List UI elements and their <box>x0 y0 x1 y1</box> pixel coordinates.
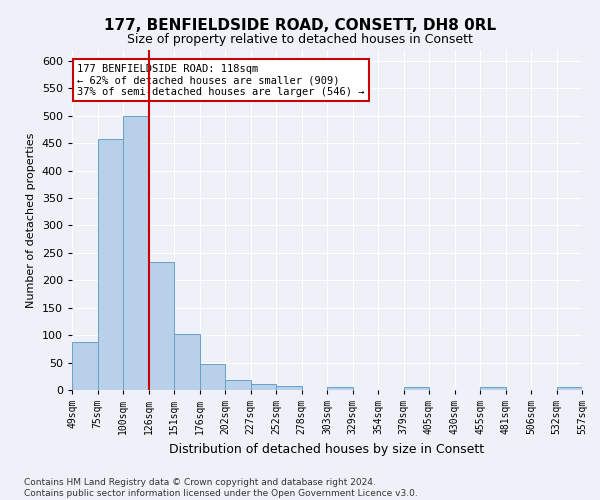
Bar <box>72 342 97 390</box>
Text: 177 BENFIELDSIDE ROAD: 118sqm
← 62% of detached houses are smaller (909)
37% of : 177 BENFIELDSIDE ROAD: 118sqm ← 62% of d… <box>77 64 365 97</box>
Bar <box>276 386 302 390</box>
Bar <box>480 388 505 390</box>
Text: Size of property relative to detached houses in Consett: Size of property relative to detached ho… <box>127 32 473 46</box>
Bar <box>251 384 276 390</box>
Bar <box>327 388 353 390</box>
Bar <box>199 364 225 390</box>
Bar <box>557 388 582 390</box>
Text: Contains HM Land Registry data © Crown copyright and database right 2024.
Contai: Contains HM Land Registry data © Crown c… <box>24 478 418 498</box>
X-axis label: Distribution of detached houses by size in Consett: Distribution of detached houses by size … <box>169 442 485 456</box>
Bar <box>123 116 149 390</box>
Y-axis label: Number of detached properties: Number of detached properties <box>26 132 36 308</box>
Bar <box>225 380 251 390</box>
Bar <box>97 139 123 390</box>
Bar <box>149 262 174 390</box>
Text: 177, BENFIELDSIDE ROAD, CONSETT, DH8 0RL: 177, BENFIELDSIDE ROAD, CONSETT, DH8 0RL <box>104 18 496 32</box>
Bar <box>174 334 199 390</box>
Bar <box>404 388 429 390</box>
